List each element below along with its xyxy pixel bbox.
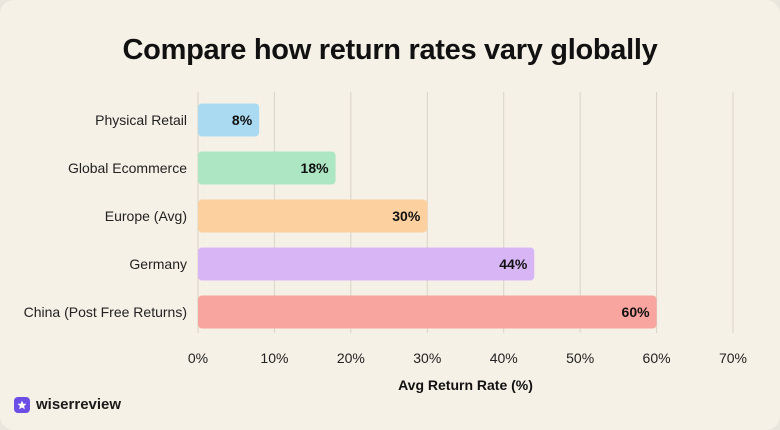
x-tick-label: 30% bbox=[413, 350, 441, 366]
bar bbox=[198, 199, 428, 233]
category-label: Germany bbox=[129, 256, 187, 272]
data-label: 8% bbox=[232, 112, 253, 128]
chart-title: Compare how return rates vary globally bbox=[122, 34, 658, 66]
category-label: Physical Retail bbox=[95, 112, 187, 128]
x-tick-label: 20% bbox=[337, 350, 365, 366]
x-tick-label: 50% bbox=[566, 350, 594, 366]
category-label: Europe (Avg) bbox=[105, 208, 187, 224]
category-label: Global Ecommerce bbox=[68, 160, 187, 176]
brand-name: wiserreview bbox=[36, 396, 122, 413]
data-label: 18% bbox=[301, 160, 330, 176]
x-tick-label: 70% bbox=[719, 350, 747, 366]
data-label: 60% bbox=[622, 304, 651, 320]
data-label: 30% bbox=[392, 208, 421, 224]
brand-logo: wiserreview bbox=[14, 396, 121, 413]
x-tick-label: 0% bbox=[188, 350, 208, 366]
bar bbox=[198, 247, 535, 281]
bar bbox=[198, 295, 657, 329]
x-tick-label: 60% bbox=[643, 350, 671, 366]
x-axis-label: Avg Return Rate (%) bbox=[398, 377, 533, 393]
bar bbox=[198, 151, 336, 185]
x-tick-label: 10% bbox=[260, 350, 288, 366]
star-badge-icon bbox=[14, 396, 30, 413]
category-label: China (Post Free Returns) bbox=[24, 304, 187, 320]
bar bbox=[198, 103, 260, 137]
x-tick-label: 40% bbox=[490, 350, 518, 366]
data-label: 44% bbox=[499, 256, 528, 272]
